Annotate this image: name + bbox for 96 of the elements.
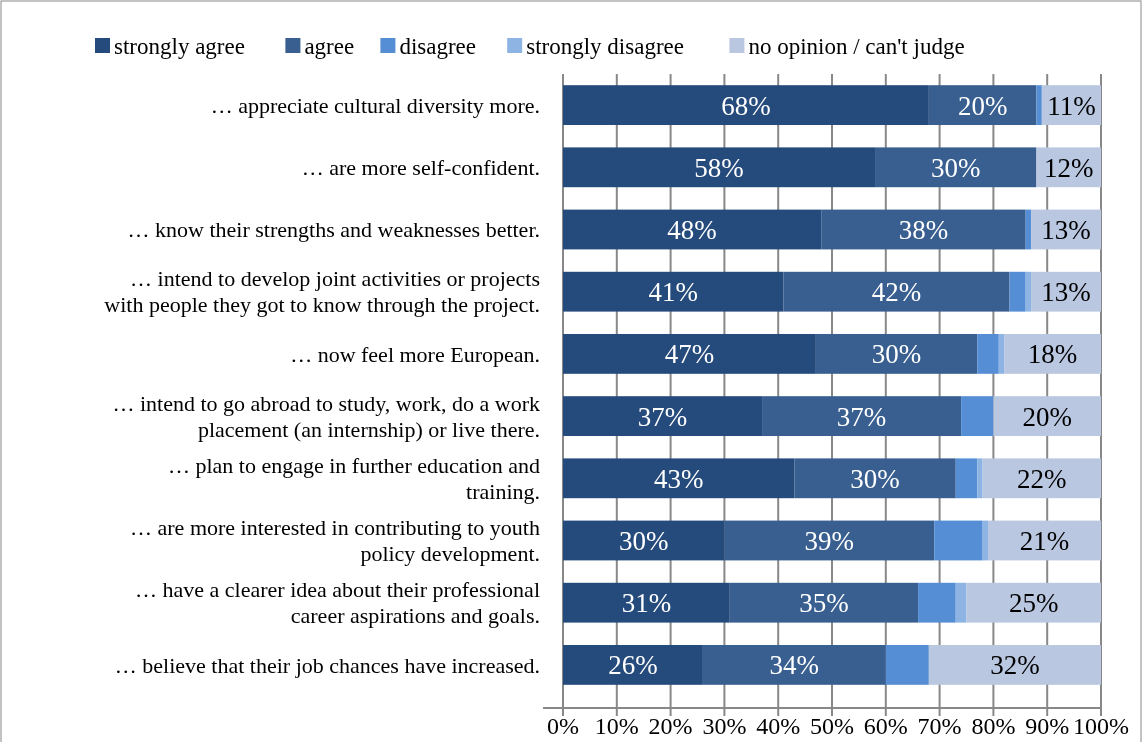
legend-label: disagree — [399, 34, 477, 60]
data-label: 35% — [799, 588, 849, 619]
bar — [1004, 334, 1101, 374]
data-label: 38% — [898, 214, 949, 245]
bar — [982, 458, 1101, 499]
data-label: 48% — [667, 214, 717, 245]
bar — [563, 271, 784, 312]
bar — [563, 458, 795, 499]
bar — [563, 334, 816, 374]
bar — [563, 147, 876, 188]
x-tick-label: 50% — [810, 713, 854, 740]
x-tick-label: 30% — [702, 713, 747, 740]
legend-label: strongly disagree — [526, 34, 684, 60]
data-label: 30% — [850, 463, 900, 494]
bar — [1025, 271, 1032, 312]
data-label: 58% — [694, 152, 744, 183]
data-label: 47% — [664, 339, 715, 370]
y-tick-label: … have a clearer idea about their professional career aspirations and goals. — [135, 577, 540, 629]
data-label: 20% — [957, 90, 1008, 121]
bar — [934, 520, 983, 561]
data-label: 41% — [648, 277, 699, 308]
x-tick-label: 10% — [594, 713, 639, 740]
data-label: 11% — [1047, 90, 1096, 121]
bar — [993, 396, 1101, 436]
x-tick-label: 40% — [756, 713, 801, 740]
bar — [982, 520, 989, 561]
bar — [783, 271, 1010, 312]
y-tick-label: … know their strengths and weaknesses better. — [127, 217, 540, 243]
data-label: 18% — [1027, 339, 1078, 370]
y-tick-label: … are more self-confident. — [301, 155, 540, 180]
bar — [729, 582, 919, 623]
data-label: 37% — [836, 401, 887, 432]
bar — [918, 582, 956, 623]
legend-label: strongly agree — [114, 34, 245, 60]
bar — [563, 645, 703, 685]
x-tick-label: 60% — [863, 713, 908, 740]
data-label: 21% — [1019, 525, 1070, 556]
data-label: 13% — [1041, 214, 1091, 245]
x-tick-label: 70% — [917, 713, 962, 740]
bar — [875, 147, 1037, 188]
bar — [928, 645, 1101, 685]
legend-label: agree — [304, 34, 355, 60]
bar — [815, 334, 978, 374]
x-tick-label: 0% — [547, 713, 579, 740]
y-tick-label: … plan to engage in further education and training. — [167, 453, 540, 504]
bar — [988, 520, 1101, 561]
x-tick-label: 100% — [1073, 713, 1129, 740]
bar — [1009, 271, 1026, 312]
data-label: 39% — [804, 525, 855, 556]
bar — [563, 85, 929, 125]
data-label: 31% — [621, 588, 672, 619]
bar — [1036, 85, 1042, 125]
data-label: 68% — [721, 90, 771, 121]
legend-label: no opinion / can't judge — [748, 34, 965, 60]
bar — [977, 458, 983, 499]
data-label: 32% — [990, 650, 1040, 681]
bar — [1025, 209, 1032, 250]
x-tick-label: 80% — [971, 713, 1016, 740]
bar — [885, 645, 929, 685]
bar — [821, 209, 1026, 250]
data-label: 30% — [930, 152, 981, 183]
data-label: 30% — [618, 525, 669, 556]
data-label: 13% — [1041, 277, 1091, 308]
bar — [998, 334, 1005, 374]
bar — [966, 582, 1101, 623]
bar — [563, 396, 763, 436]
data-label: 22% — [1017, 463, 1067, 494]
x-tick-label: 20% — [648, 713, 693, 740]
data-label: 34% — [769, 650, 820, 681]
data-label: 42% — [871, 277, 922, 308]
bar — [724, 520, 935, 561]
data-label: 25% — [1009, 588, 1059, 619]
bar — [961, 396, 994, 436]
bar — [563, 520, 725, 561]
data-label: 43% — [653, 463, 704, 494]
y-tick-label: … intend to go abroad to study, work, do a work placement (an internship) or live there. — [112, 390, 540, 442]
data-label: 37% — [637, 401, 688, 432]
y-tick-label: … intend to develop joint activities or projects with people they got to know through the project. — [104, 266, 540, 318]
y-tick-label: … appreciate cultural diversity more. — [210, 92, 540, 118]
data-label: 26% — [608, 650, 658, 681]
bar — [702, 645, 886, 685]
data-label: 20% — [1022, 401, 1072, 432]
data-label: 30% — [871, 339, 922, 370]
bar — [928, 85, 1037, 125]
bar — [955, 458, 978, 499]
bar — [563, 209, 822, 250]
bar — [955, 582, 967, 623]
x-tick-label: 90% — [1025, 713, 1070, 740]
y-tick-label: … are more interested in contributing to youth policy development. — [130, 515, 540, 567]
bar — [762, 396, 962, 436]
data-label: 12% — [1043, 152, 1094, 183]
bar — [794, 458, 956, 499]
y-tick-label: … believe that their job chances have increased. — [114, 652, 540, 678]
bar — [563, 582, 730, 623]
bar — [977, 334, 999, 374]
y-tick-label: … now feel more European. — [290, 341, 540, 367]
